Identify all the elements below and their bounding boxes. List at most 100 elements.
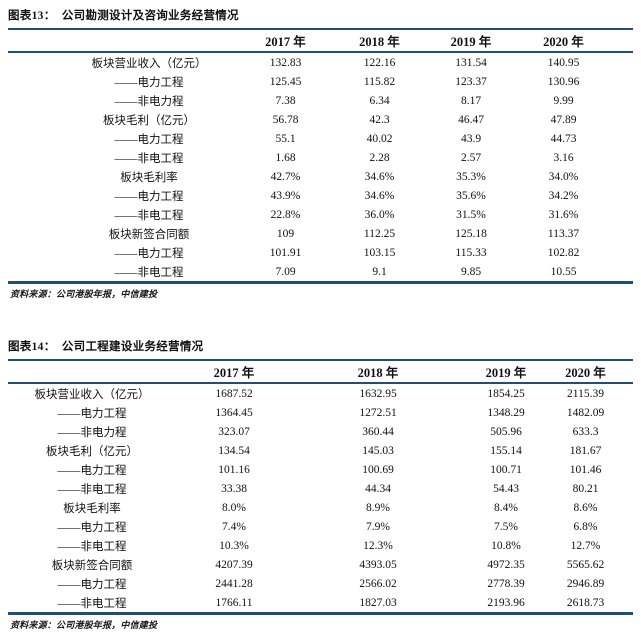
year-header-2020: 2020 年 (548, 360, 633, 384)
cell-value-2018: 12.3% (363, 539, 393, 552)
row-label: 板块新签合同额 (108, 228, 190, 241)
figure-14-table: 2017 年 2018 年 2019 年 2020 年 板块营业收入（亿元） 1… (8, 359, 633, 615)
table-row: ——非电工程 33.38 44.34 54.43 80.21 (8, 479, 633, 498)
source-note: 资料来源：公司港股年报，中信建投 (10, 289, 158, 299)
cell-value-2017: 109 (276, 227, 295, 240)
row-label: ——电力工程 (114, 247, 184, 260)
cell-value-2020: 80.21 (572, 482, 599, 495)
cell-value-2017: 55.1 (275, 132, 296, 145)
row-label: ——非电工程 (57, 597, 127, 610)
cell-value-2019: 46.47 (458, 113, 484, 126)
cell-value-2019: 125.18 (455, 227, 487, 240)
row-label: ——非电工程 (57, 540, 127, 553)
row-label: ——非电力程 (57, 426, 127, 439)
cell-value-2019: 8.4% (494, 501, 518, 514)
row-label: ——非电工程 (114, 152, 184, 165)
cell-value-2020: 102.82 (547, 246, 580, 259)
row-label: ——电力工程 (114, 133, 184, 146)
table-row: 板块营业收入（亿元） 1687.52 1632.95 1854.25 2115.… (8, 383, 633, 403)
row-label: 板块毛利（亿元） (46, 445, 138, 458)
cell-value-2019: 8.17 (460, 94, 482, 107)
table-row: ——非电工程 7.09 9.1 9.85 10.55 (8, 262, 633, 283)
cell-value-2020: 31.6% (548, 208, 579, 221)
cell-value-2017: 132.83 (269, 56, 302, 69)
table-row: ——非电工程 22.8% 36.0% 31.5% 31.6% (8, 205, 633, 224)
cell-value-2017: 101.16 (218, 463, 250, 476)
cell-value-2020: 633.3 (572, 425, 599, 438)
table-row: ——电力工程 1364.45 1272.51 1348.29 1482.09 (8, 403, 633, 422)
header-row: 2017 年 2018 年 2019 年 2020 年 (8, 360, 633, 384)
cell-value-2018: 34.6% (364, 189, 395, 202)
cell-value-2019: 505.96 (490, 425, 522, 438)
row-label: 板块毛利率 (120, 171, 178, 184)
row-label: ——电力工程 (114, 76, 184, 89)
cell-value-2018: 2566.02 (359, 577, 397, 590)
cell-value-2019: 1348.29 (487, 406, 525, 419)
cell-value-2018: 103.15 (363, 246, 396, 259)
cell-value-2019: 4972.35 (487, 558, 525, 571)
cell-value-2018: 1632.95 (359, 387, 397, 400)
table-row: 板块新签合同额 4207.39 4393.05 4972.35 5565.62 (8, 555, 633, 574)
cell-value-2019: 2193.96 (487, 596, 525, 609)
cell-value-2019: 43.9 (460, 132, 482, 145)
cell-value-2019: 115.33 (455, 246, 487, 259)
cell-value-2017: 43.9% (270, 189, 301, 202)
cell-value-2017: 33.38 (221, 482, 247, 495)
cell-value-2017: 1.68 (275, 151, 296, 164)
cell-value-2020: 2946.89 (566, 577, 605, 590)
cell-value-2018: 34.6% (364, 170, 395, 183)
cell-value-2017: 134.54 (218, 444, 250, 457)
table-row: ——非电工程 10.3% 12.3% 10.8% 12.7% (8, 536, 633, 555)
table-row: ——非电工程 1.68 2.28 2.57 3.16 (8, 148, 633, 167)
year-header-2017: 2017 年 (238, 29, 333, 53)
figure-13-table: 2017 年 2018 年 2019 年 2020 年 板块营业收入（亿元） 1… (8, 28, 633, 284)
figure-13-title: 图表13： 公司勘测设计及咨询业务经营情况 (8, 10, 239, 22)
cell-value-2019: 155.14 (490, 444, 522, 457)
cell-value-2018: 9.1 (372, 265, 387, 278)
cell-value-2020: 140.95 (547, 56, 580, 69)
row-label: ——电力工程 (57, 464, 127, 477)
cell-value-2018: 112.25 (363, 227, 396, 240)
table-row: ——电力工程 101.91 103.15 115.33 102.82 (8, 243, 633, 262)
table-row: ——非电力程 323.07 360.44 505.96 633.3 (8, 422, 633, 441)
cell-value-2020: 130.96 (547, 75, 580, 88)
figure-14-block: 图表14： 公司工程建设业务经营情况 2017 年 2018 年 2019 年 … (8, 336, 633, 631)
row-label: ——电力工程 (57, 407, 127, 420)
cell-value-2019: 131.54 (455, 56, 487, 69)
table-row: ——电力工程 125.45 115.82 123.37 130.96 (8, 72, 633, 91)
row-label: 板块营业收入（亿元） (91, 57, 207, 70)
year-header-2020: 2020 年 (516, 29, 633, 53)
cell-value-2020: 10.55 (550, 265, 577, 278)
cell-value-2018: 115.82 (363, 75, 396, 88)
table-row: ——电力工程 7.4% 7.9% 7.5% 6.8% (8, 517, 633, 536)
table-row: ——电力工程 2441.28 2566.02 2778.39 2946.89 (8, 574, 633, 593)
row-label: ——电力工程 (57, 521, 127, 534)
table-row: ——电力工程 101.16 100.69 100.71 101.46 (8, 460, 633, 479)
cell-value-2020: 8.6% (573, 501, 598, 514)
cell-value-2017: 10.3% (219, 539, 249, 552)
cell-value-2019: 1854.25 (487, 387, 525, 400)
cell-value-2017: 22.8% (270, 208, 301, 221)
cell-value-2018: 7.9% (366, 520, 390, 533)
cell-value-2019: 9.85 (460, 265, 482, 278)
row-label: 板块毛利率 (63, 502, 121, 515)
cell-value-2020: 2115.39 (567, 387, 604, 400)
year-header-2018: 2018 年 (333, 29, 426, 53)
cell-value-2020: 34.0% (548, 170, 579, 183)
table-row: ——非电工程 1766.11 1827.03 2193.96 2618.73 (8, 593, 633, 614)
cell-value-2018: 8.9% (366, 501, 390, 514)
row-label: ——非电工程 (114, 209, 184, 222)
cell-value-2020: 1482.09 (566, 406, 605, 419)
cell-value-2020: 47.89 (550, 113, 577, 126)
cell-value-2017: 7.38 (275, 94, 296, 107)
row-label: ——非电力程 (114, 95, 184, 108)
cell-value-2018: 360.44 (362, 425, 394, 438)
cell-value-2017: 8.0% (222, 501, 246, 514)
year-header-2018: 2018 年 (292, 360, 464, 384)
cell-value-2019: 100.71 (490, 463, 522, 476)
source-note: 资料来源：公司港股年报，中信建投 (10, 620, 158, 630)
cell-value-2017: 2441.28 (215, 577, 253, 590)
cell-value-2017: 7.4% (222, 520, 246, 533)
row-label: 板块新签合同额 (51, 559, 133, 572)
